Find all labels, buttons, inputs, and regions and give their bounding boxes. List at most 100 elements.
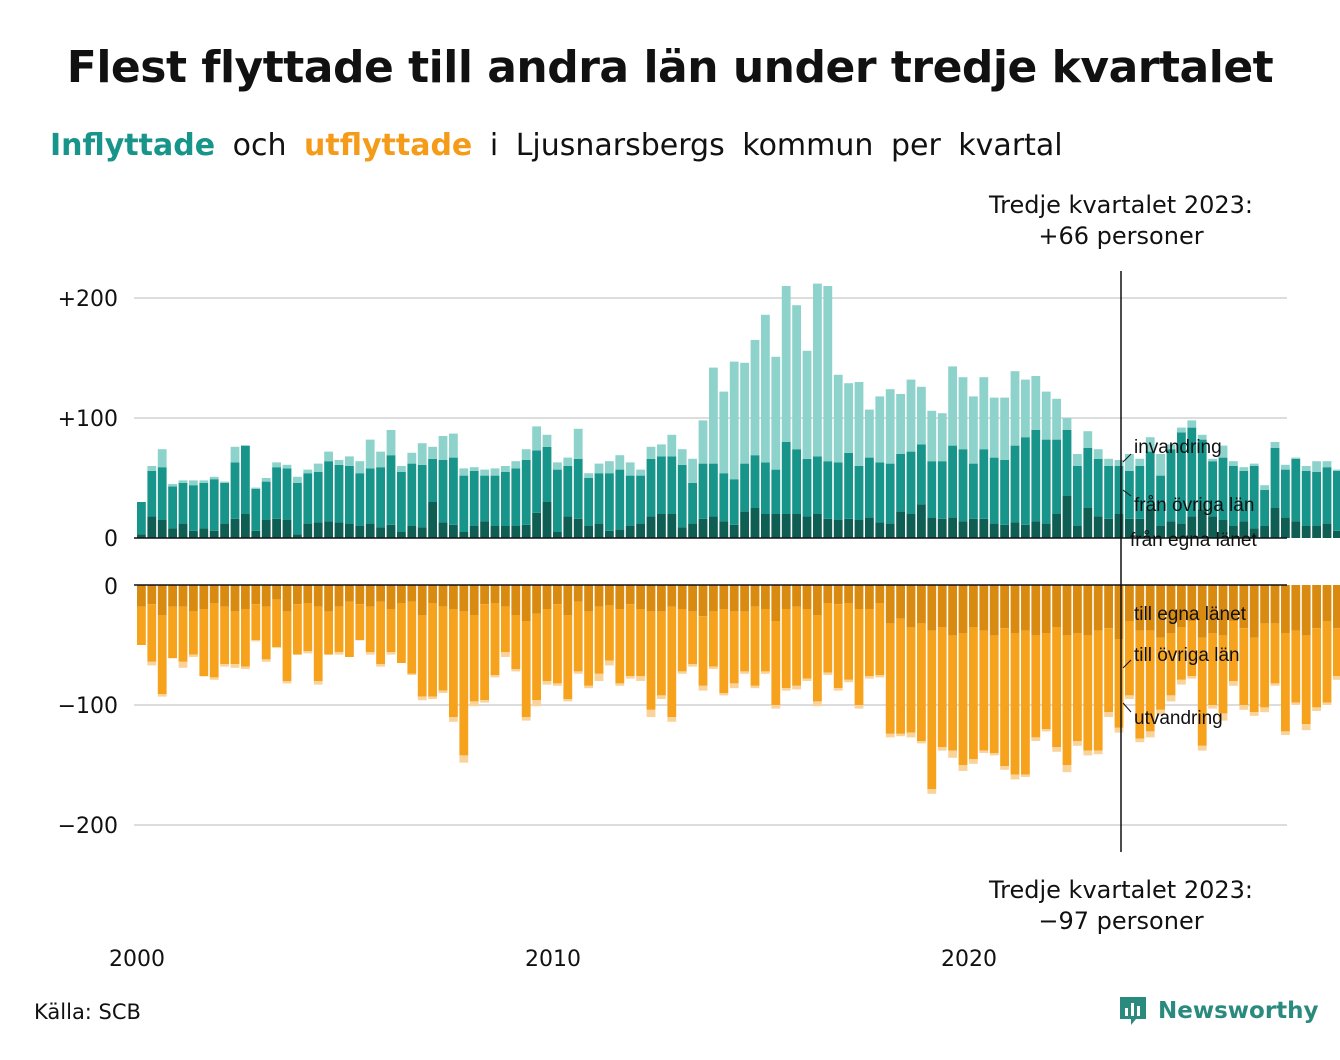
in-bar-invandring-73: [896, 394, 905, 454]
out-bar-till-övriga-län-67: [833, 604, 843, 689]
in-bar-från-övriga-län-15: [293, 482, 302, 535]
out-bar-utvandring-28: [428, 696, 437, 699]
in-bar-från-egna-länet-17: [313, 522, 323, 538]
in-bar-från-övriga-län-89: [1062, 430, 1072, 496]
in-bar-från-egna-länet-56: [719, 521, 729, 538]
in-bar-från-egna-länet-107: [1249, 528, 1259, 538]
in-bar-invandring-109: [1270, 442, 1280, 448]
out-bar-till-egna-länet-63: [792, 585, 801, 607]
out-bar-till-övriga-län-109: [1270, 623, 1280, 684]
in-bar-från-egna-länet-6: [199, 528, 209, 538]
out-bar-utvandring-5: [189, 654, 198, 657]
ytick-bottom-0: 0: [104, 575, 118, 600]
out-bar-till-övriga-län-105: [1229, 621, 1238, 681]
out-bar-till-egna-länet-91: [1083, 585, 1093, 636]
in-bar-från-övriga-län-20: [345, 466, 354, 524]
in-bar-från-egna-länet-48: [636, 523, 645, 538]
in-bar-från-övriga-län-53: [688, 482, 697, 524]
in-bar-från-egna-länet-91: [1083, 508, 1093, 538]
in-bar-invandring-85: [1021, 379, 1030, 438]
out-bar-utvandring-73: [896, 733, 905, 737]
in-bar-från-egna-länet-71: [875, 522, 885, 538]
out-bar-utvandring-88: [1052, 747, 1061, 752]
out-bar-till-övriga-län-81: [979, 630, 989, 751]
in-bar-från-egna-länet-73: [896, 511, 905, 538]
out-bar-till-övriga-län-59: [750, 606, 760, 686]
in-bar-invandring-55: [709, 367, 718, 464]
in-bar-från-övriga-län-57: [729, 479, 739, 525]
out-bar-till-egna-länet-100: [1177, 585, 1186, 627]
out-bar-till-övriga-län-113: [1312, 628, 1321, 708]
out-bar-utvandring-48: [636, 676, 645, 681]
in-bar-invandring-20: [345, 456, 354, 466]
out-bar-till-egna-länet-87: [1041, 585, 1051, 633]
bars-utflyttade: [137, 585, 1340, 794]
in-bar-invandring-49: [646, 446, 656, 459]
in-bar-invandring-86: [1031, 376, 1041, 430]
in-bar-från-övriga-län-50: [657, 456, 666, 514]
in-bar-invandring-71: [875, 396, 885, 463]
in-bar-från-övriga-län-45: [605, 473, 614, 531]
in-bar-invandring-2: [157, 449, 167, 468]
in-bar-invandring-99: [1166, 444, 1176, 450]
out-bar-till-övriga-län-82: [989, 635, 999, 753]
out-bar-utvandring-87: [1041, 729, 1051, 732]
out-bar-till-övriga-län-21: [355, 604, 365, 641]
in-bar-från-egna-länet-103: [1208, 516, 1217, 538]
out-bar-till-egna-länet-66: [823, 585, 833, 603]
out-bar-till-egna-länet-49: [646, 585, 656, 612]
in-bar-från-övriga-län-3: [168, 486, 177, 529]
out-bar-utvandring-50: [657, 695, 666, 699]
out-bar-utvandring-14: [282, 681, 292, 684]
out-bar-till-egna-länet-104: [1218, 585, 1228, 636]
leader-ovriga-out: [1122, 659, 1132, 669]
in-bar-från-övriga-län-96: [1135, 466, 1145, 519]
subtitle-och: och: [232, 128, 287, 163]
in-bar-från-egna-länet-10: [241, 514, 250, 538]
out-bar-till-övriga-län-103: [1208, 633, 1217, 705]
out-bar-till-övriga-län-111: [1291, 630, 1301, 703]
out-bar-till-övriga-län-87: [1041, 633, 1051, 729]
out-bar-till-egna-länet-12: [261, 585, 271, 607]
out-bar-utvandring-55: [709, 666, 718, 669]
in-bar-från-övriga-län-106: [1239, 470, 1249, 522]
in-bar-från-egna-länet-96: [1135, 518, 1145, 538]
out-bar-utvandring-64: [802, 678, 812, 681]
in-bar-från-övriga-län-98: [1156, 475, 1165, 526]
out-bar-till-övriga-län-24: [386, 609, 396, 653]
in-bar-från-övriga-län-74: [906, 451, 916, 514]
ytick-top-200: +200: [58, 287, 118, 312]
in-bar-från-övriga-län-26: [407, 463, 417, 526]
in-bar-från-övriga-län-8: [220, 482, 229, 524]
in-bar-invandring-60: [761, 314, 770, 463]
in-bar-från-egna-länet-50: [657, 514, 666, 538]
out-bar-till-egna-länet-45: [605, 585, 614, 606]
out-bar-utvandring-38: [532, 700, 541, 707]
in-bar-från-egna-länet-78: [948, 517, 957, 538]
in-bar-från-övriga-län-85: [1021, 437, 1030, 525]
out-bar-till-övriga-län-114: [1322, 621, 1332, 703]
out-bar-till-egna-länet-6: [199, 585, 209, 609]
in-bar-från-egna-länet-67: [833, 520, 843, 538]
out-bar-till-egna-länet-68: [844, 585, 853, 603]
in-bar-från-egna-länet-68: [844, 518, 853, 538]
in-bar-från-egna-länet-64: [802, 516, 812, 538]
in-bar-invandring-76: [927, 410, 937, 462]
out-bar-till-övriga-län-2: [157, 615, 167, 695]
out-bar-utvandring-115: [1333, 676, 1340, 680]
in-bar-invandring-56: [719, 391, 729, 474]
out-bar-utvandring-22: [365, 652, 375, 655]
subtitle-inflyttade: Inflyttade: [50, 128, 216, 163]
out-bar-utvandring-34: [490, 675, 500, 678]
out-bar-till-övriga-län-66: [823, 603, 833, 673]
in-bar-från-övriga-län-105: [1229, 466, 1238, 526]
in-bar-från-egna-länet-15: [293, 534, 302, 538]
out-bar-utvandring-90: [1073, 741, 1082, 746]
in-bar-invandring-42: [573, 428, 583, 459]
in-bar-invandring-84: [1010, 371, 1020, 446]
out-bar-utvandring-78: [948, 750, 957, 758]
out-bar-till-egna-länet-97: [1145, 585, 1155, 631]
in-bar-invandring-35: [501, 466, 510, 472]
in-bar-invandring-113: [1312, 461, 1321, 472]
out-bar-till-egna-länet-85: [1021, 585, 1030, 631]
